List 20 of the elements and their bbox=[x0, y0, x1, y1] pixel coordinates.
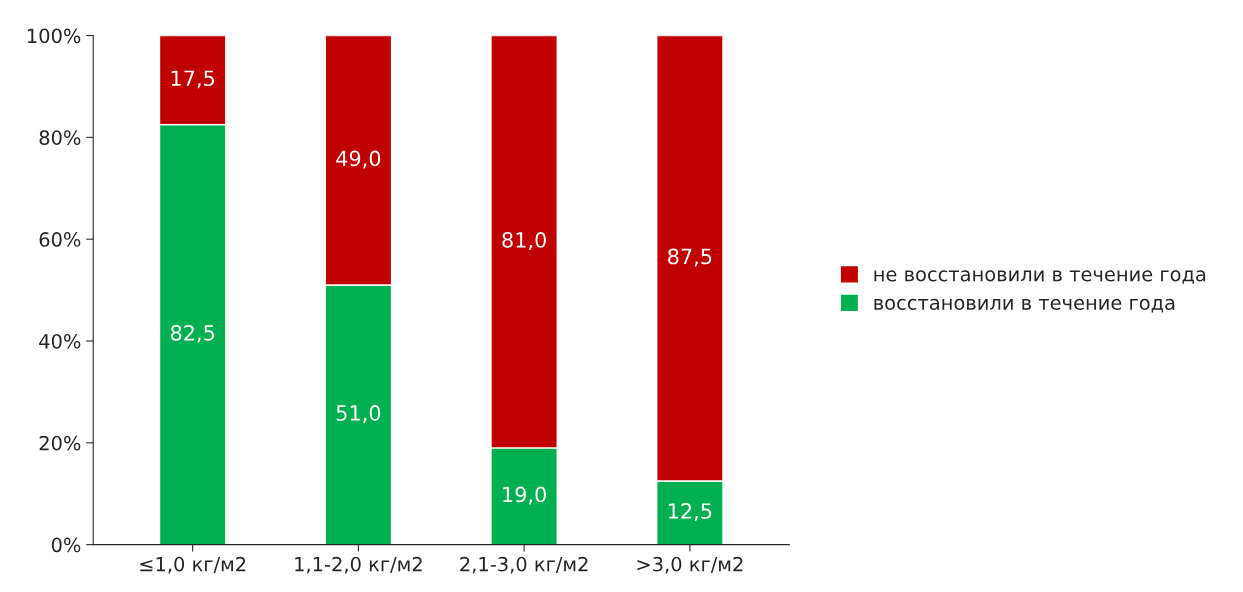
y-tick-label: 80% bbox=[39, 130, 81, 146]
data-label: 12,5 bbox=[668, 503, 712, 521]
data-label: 81,0 bbox=[502, 232, 546, 250]
legend-label: не восстановили в течение года bbox=[874, 270, 1206, 284]
x-tick-label: ≤1,0 кг/м2 bbox=[140, 556, 246, 574]
y-tick-label: 40% bbox=[39, 333, 81, 349]
y-tick-label: 100% bbox=[27, 28, 81, 44]
legend-label: восстановили в течение года bbox=[874, 298, 1175, 313]
data-label: 51,0 bbox=[336, 405, 381, 423]
x-tick-label: 2,1-3,0 кг/м2 bbox=[460, 556, 588, 574]
y-tick-label: 60% bbox=[39, 232, 81, 247]
data-label: 19,0 bbox=[503, 486, 546, 505]
y-tick-label: 0% bbox=[51, 537, 81, 553]
data-label: 87,5 bbox=[668, 248, 712, 267]
data-label: 49,0 bbox=[336, 150, 381, 169]
y-tick-label: 20% bbox=[39, 435, 81, 451]
x-tick-label: >3,0 кг/м2 bbox=[637, 556, 743, 574]
data-label: 82,5 bbox=[170, 324, 215, 343]
data-label: 17,5 bbox=[171, 70, 215, 89]
x-tick-label: 1,1-2,0 кг/м2 bbox=[295, 556, 422, 574]
